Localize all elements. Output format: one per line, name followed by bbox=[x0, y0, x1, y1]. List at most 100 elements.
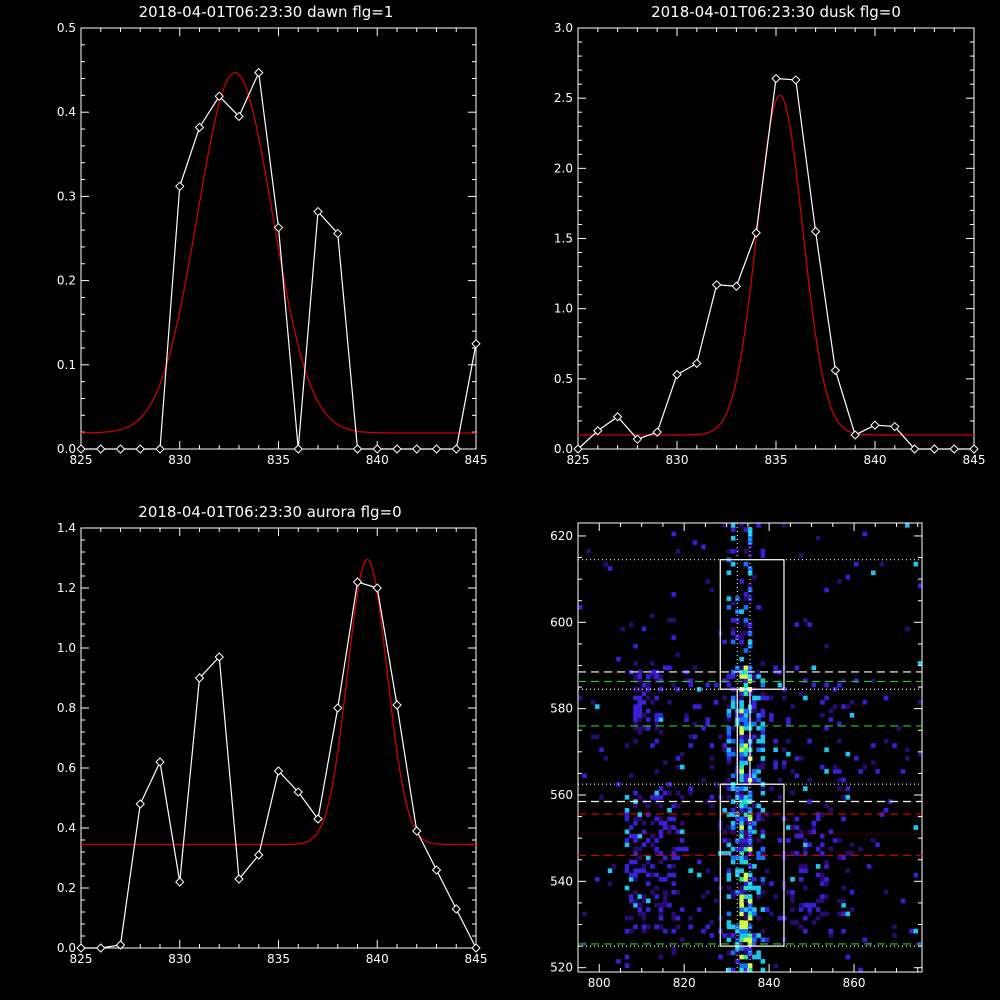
heatmap-cell bbox=[756, 816, 761, 822]
heatmap-cell bbox=[675, 548, 681, 554]
dusk-data-point bbox=[771, 73, 781, 84]
heatmap-cell bbox=[739, 721, 744, 727]
heatmap-cell bbox=[798, 833, 804, 839]
aurora-data-point bbox=[234, 874, 244, 884]
heatmap-cell bbox=[739, 751, 744, 757]
heatmap-cell bbox=[824, 682, 829, 688]
heatmap-cell bbox=[871, 760, 876, 766]
heatmap-cell bbox=[803, 842, 808, 848]
dawn-data-point bbox=[96, 444, 106, 454]
heatmap-cell bbox=[696, 872, 702, 878]
panel-dusk-title: 2018-04-01T06:23:30 dusk flg=0 bbox=[651, 3, 901, 21]
dusk-ytick-label: 1.5 bbox=[554, 232, 573, 246]
aurora-data-point bbox=[135, 799, 145, 809]
heatmap-cell bbox=[747, 967, 753, 973]
heatmap-cell bbox=[803, 902, 808, 908]
heatmap-cell bbox=[747, 954, 753, 960]
heatmap-cell bbox=[735, 786, 740, 791]
heatmap-cell bbox=[705, 889, 710, 895]
heatmap-cell bbox=[739, 885, 744, 891]
heatmap-cell bbox=[824, 864, 829, 869]
heatmap-cell bbox=[667, 829, 672, 835]
heatmap-cell bbox=[841, 898, 846, 904]
heatmap-cell bbox=[811, 682, 817, 688]
heatmap-cell bbox=[790, 851, 795, 856]
heatmap-cell bbox=[743, 617, 749, 623]
heatmap-cell bbox=[735, 846, 740, 852]
heatmap-cell bbox=[786, 721, 791, 727]
heatmap-cell bbox=[628, 928, 634, 934]
heatmap-cell bbox=[743, 760, 749, 766]
heatmap-cell bbox=[607, 881, 613, 886]
heatmap-cell bbox=[743, 622, 749, 627]
aurora-xtick-label: 840 bbox=[366, 952, 389, 966]
heatmap-cell bbox=[633, 851, 638, 856]
heatmap-cell bbox=[650, 700, 655, 705]
heatmap-cell bbox=[654, 846, 659, 852]
heatmap-cell bbox=[743, 561, 749, 567]
heatmap-cell bbox=[832, 838, 838, 843]
dusk-data-point bbox=[791, 75, 801, 85]
heatmap-cell bbox=[675, 803, 681, 809]
heatmap-cell bbox=[760, 730, 766, 735]
heatmap-cell bbox=[820, 872, 825, 878]
heatmap-cell bbox=[730, 894, 736, 899]
heatmap-cell bbox=[590, 734, 596, 740]
heatmap-cell bbox=[777, 915, 783, 921]
heatmap-cell bbox=[841, 678, 846, 684]
heatmap-cell bbox=[735, 889, 740, 895]
heatmap-cell bbox=[875, 769, 880, 774]
heatmap-cell bbox=[637, 674, 643, 679]
heatmap-cell bbox=[760, 851, 766, 856]
dusk-xtick-label: 825 bbox=[567, 453, 590, 467]
heatmap-cell bbox=[786, 838, 791, 843]
heatmap-cell bbox=[739, 820, 744, 826]
heatmap-cell bbox=[815, 864, 821, 869]
heatmap-cell bbox=[803, 617, 808, 623]
heatmap-cell bbox=[726, 885, 732, 891]
heatmap-cell bbox=[756, 885, 761, 891]
heatmap-ytick-label: 600 bbox=[550, 615, 573, 629]
heatmap-cell bbox=[624, 829, 630, 835]
heatmap-cell bbox=[739, 777, 744, 783]
heatmap-cell bbox=[650, 669, 655, 675]
heatmap-cell bbox=[743, 548, 749, 554]
heatmap-cell bbox=[747, 950, 753, 956]
heatmap-cell bbox=[743, 669, 749, 675]
heatmap-cell bbox=[628, 859, 634, 865]
heatmap-cell bbox=[743, 846, 749, 852]
heatmap-cell bbox=[658, 829, 664, 835]
heatmap-cell bbox=[790, 704, 795, 709]
dawn-data-point bbox=[76, 444, 86, 454]
heatmap-cell bbox=[624, 807, 630, 813]
heatmap-cell bbox=[739, 946, 744, 951]
heatmap-cell bbox=[667, 902, 672, 908]
heatmap-cell bbox=[671, 881, 676, 886]
heatmap-cell bbox=[645, 708, 651, 714]
heatmap-cell bbox=[820, 911, 825, 917]
heatmap-cell bbox=[730, 950, 736, 956]
dawn-ytick-label: 0.0 bbox=[57, 442, 76, 456]
heatmap-cell bbox=[862, 700, 868, 705]
heatmap-cell bbox=[624, 928, 630, 934]
heatmap-cell bbox=[858, 846, 863, 852]
heatmap-cell bbox=[747, 842, 753, 848]
heatmap-cell bbox=[671, 911, 676, 917]
dusk-data-point bbox=[632, 434, 643, 444]
heatmap-cell bbox=[803, 928, 808, 934]
heatmap-cell bbox=[913, 872, 919, 878]
heatmap-cell bbox=[633, 838, 638, 843]
heatmap-cell bbox=[730, 799, 736, 804]
heatmap-cell bbox=[739, 725, 744, 731]
heatmap-cell bbox=[849, 889, 855, 895]
heatmap-cell bbox=[671, 915, 676, 921]
heatmap-cell bbox=[803, 868, 808, 873]
heatmap-cell bbox=[637, 911, 643, 917]
heatmap-cell bbox=[837, 898, 842, 904]
heatmap-cell bbox=[730, 786, 736, 791]
heatmap-cell bbox=[743, 833, 749, 839]
heatmap-cell bbox=[815, 898, 821, 904]
heatmap-cell bbox=[917, 583, 923, 589]
heatmap-cell bbox=[837, 579, 842, 584]
heatmap-cell bbox=[692, 721, 698, 727]
